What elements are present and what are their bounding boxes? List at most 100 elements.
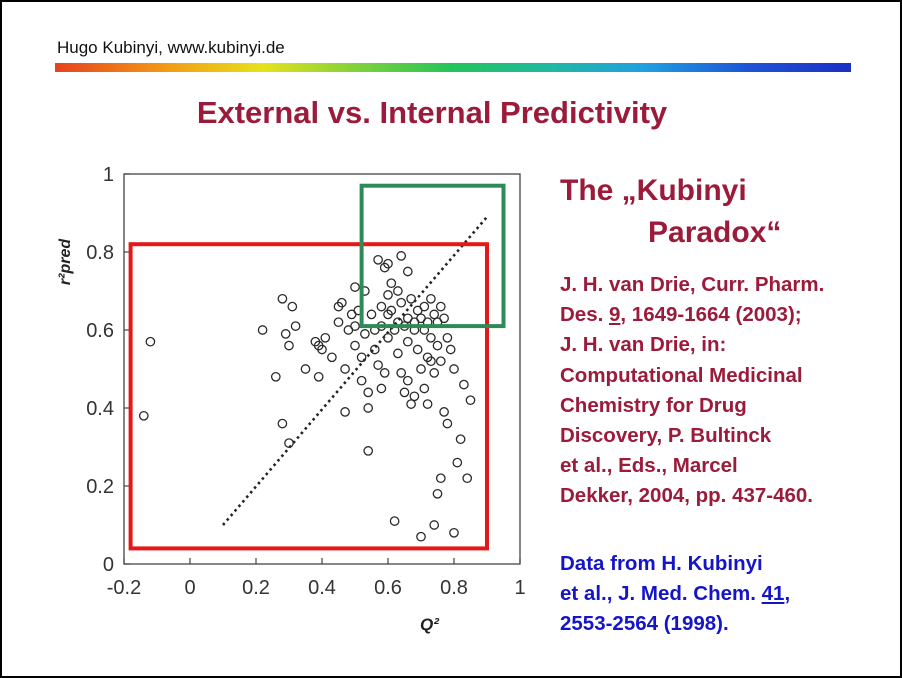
reference-line: Dekker, 2004, pp. 437-460. [560, 484, 814, 508]
data-point [409, 391, 420, 402]
data-point [435, 473, 446, 484]
data-point [356, 375, 367, 386]
reference-line: J. H. van Drie, Curr. Pharm. [560, 273, 825, 296]
data-point [284, 340, 294, 351]
data-point [432, 488, 443, 499]
y-tick-label: 0 [103, 554, 114, 576]
data-point [412, 344, 423, 355]
data-point [419, 383, 430, 394]
data-point [449, 364, 459, 374]
x-tick-label: 1 [514, 577, 525, 599]
data-point [393, 286, 403, 296]
reference-text: Des. [560, 303, 609, 327]
x-axis-label-text: Q² [420, 615, 440, 634]
data-point [386, 278, 397, 289]
data-point [465, 395, 476, 406]
data-point [396, 368, 407, 378]
y-axis-label: r²pred [57, 238, 74, 285]
data-point [399, 387, 410, 398]
data-point [419, 301, 430, 312]
data-point [277, 293, 288, 304]
data-point [327, 352, 337, 363]
paradox-line-2: Paradox“ [648, 216, 782, 249]
data-source-block: Data from H. Kubinyi et al., J. Med. Che… [560, 549, 790, 640]
data-point [389, 516, 400, 526]
x-axis-label: Q² [420, 615, 440, 634]
reference-line: Computational Medicinal [560, 363, 803, 387]
data-point [350, 321, 360, 331]
data-point [422, 399, 433, 409]
reference-line: Discovery, P. Bultinck [560, 424, 772, 448]
y-tick-label: 1 [103, 164, 114, 186]
data-point [439, 407, 449, 417]
data-point [360, 329, 370, 339]
data-point [373, 360, 383, 370]
data-point [300, 364, 311, 374]
data-source-line: Data from H. Kubinyi [560, 552, 763, 575]
data-point [402, 266, 413, 277]
data-point [429, 368, 440, 378]
x-tick-label: 0.4 [308, 577, 336, 599]
data-point [277, 418, 288, 429]
data-point [416, 364, 426, 374]
x-tick-label: -0.2 [107, 577, 141, 599]
x-tick-label: 0.2 [242, 577, 270, 599]
reference-text: , 1649-1664 (2003); [620, 303, 802, 327]
author-header: Hugo Kubinyi, www.kubinyi.de [57, 38, 285, 57]
data-point [432, 340, 443, 351]
data-point [336, 297, 347, 308]
data-point [363, 403, 374, 413]
data-point [393, 348, 403, 359]
data-point [396, 297, 407, 308]
data-point [350, 340, 360, 351]
references-block: J. H. van Drie, Curr. Pharm. Des. 9, 164… [560, 270, 824, 512]
y-tick-label: 0.4 [86, 398, 114, 420]
data-point [317, 344, 327, 355]
data-point [356, 352, 367, 363]
data-source-text: , [784, 582, 791, 606]
data-point [429, 520, 440, 530]
data-point [138, 410, 149, 421]
data-point [426, 293, 436, 304]
data-point [257, 325, 268, 335]
data-source-text: et al., J. Med. Chem. [560, 582, 762, 606]
data-point [280, 329, 291, 339]
data-point [379, 368, 390, 378]
data-point [426, 332, 436, 343]
data-point [435, 301, 446, 312]
data-point [270, 371, 281, 382]
y-tick-label: 0.6 [86, 320, 114, 342]
volume-number: 41 [761, 582, 785, 606]
x-tick-label: 0.8 [440, 577, 468, 599]
paradox-line-1: The „Kubinyi [560, 174, 747, 207]
data-point [145, 336, 156, 347]
data-point [320, 332, 331, 343]
reference-line: Chemistry for Drug [560, 393, 747, 417]
data-point [455, 434, 466, 445]
data-point [363, 446, 374, 456]
y-tick-label: 0.2 [86, 476, 114, 498]
green-box [359, 183, 506, 329]
data-point [402, 375, 413, 386]
data-point [287, 301, 298, 312]
data-point [429, 309, 440, 320]
data-point [459, 379, 469, 390]
reference-line: et al., Eds., Marcel [560, 454, 738, 478]
reference-line: J. H. van Drie, in: [560, 333, 727, 357]
diagonal-line [222, 216, 488, 526]
data-point [452, 457, 463, 468]
data-point [426, 356, 436, 367]
data-point [383, 290, 393, 300]
red-box [128, 242, 489, 551]
data-point [340, 407, 350, 417]
data-point [396, 251, 407, 261]
data-point [290, 321, 301, 331]
scatter-chart: -0.2 0 0.2 0.4 0.6 0.8 100.20.40.60.81 Q² r²pr… [57, 164, 526, 634]
data-point [406, 293, 416, 304]
kubinyi-paradox-heading: The „Kubinyi Paradox“ [560, 170, 781, 254]
data-point [445, 344, 456, 355]
x-tick-label: 0 [184, 577, 195, 599]
data-point [449, 527, 459, 538]
data-point [350, 282, 360, 292]
